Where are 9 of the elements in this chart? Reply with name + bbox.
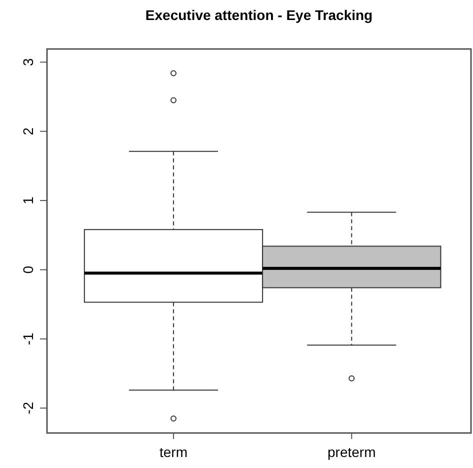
y-tick-label: -2 <box>20 402 36 414</box>
x-tick-label: preterm <box>328 444 376 460</box>
y-tick-label: 0 <box>20 266 36 274</box>
y-tick-label: 2 <box>20 127 36 136</box>
y-tick-label: 3 <box>20 58 36 66</box>
x-tick-label: term <box>159 444 188 460</box>
y-tick-label: 1 <box>20 196 36 204</box>
chart-title: Executive attention - Eye Tracking <box>145 7 373 23</box>
y-tick-label: -1 <box>20 332 36 346</box>
